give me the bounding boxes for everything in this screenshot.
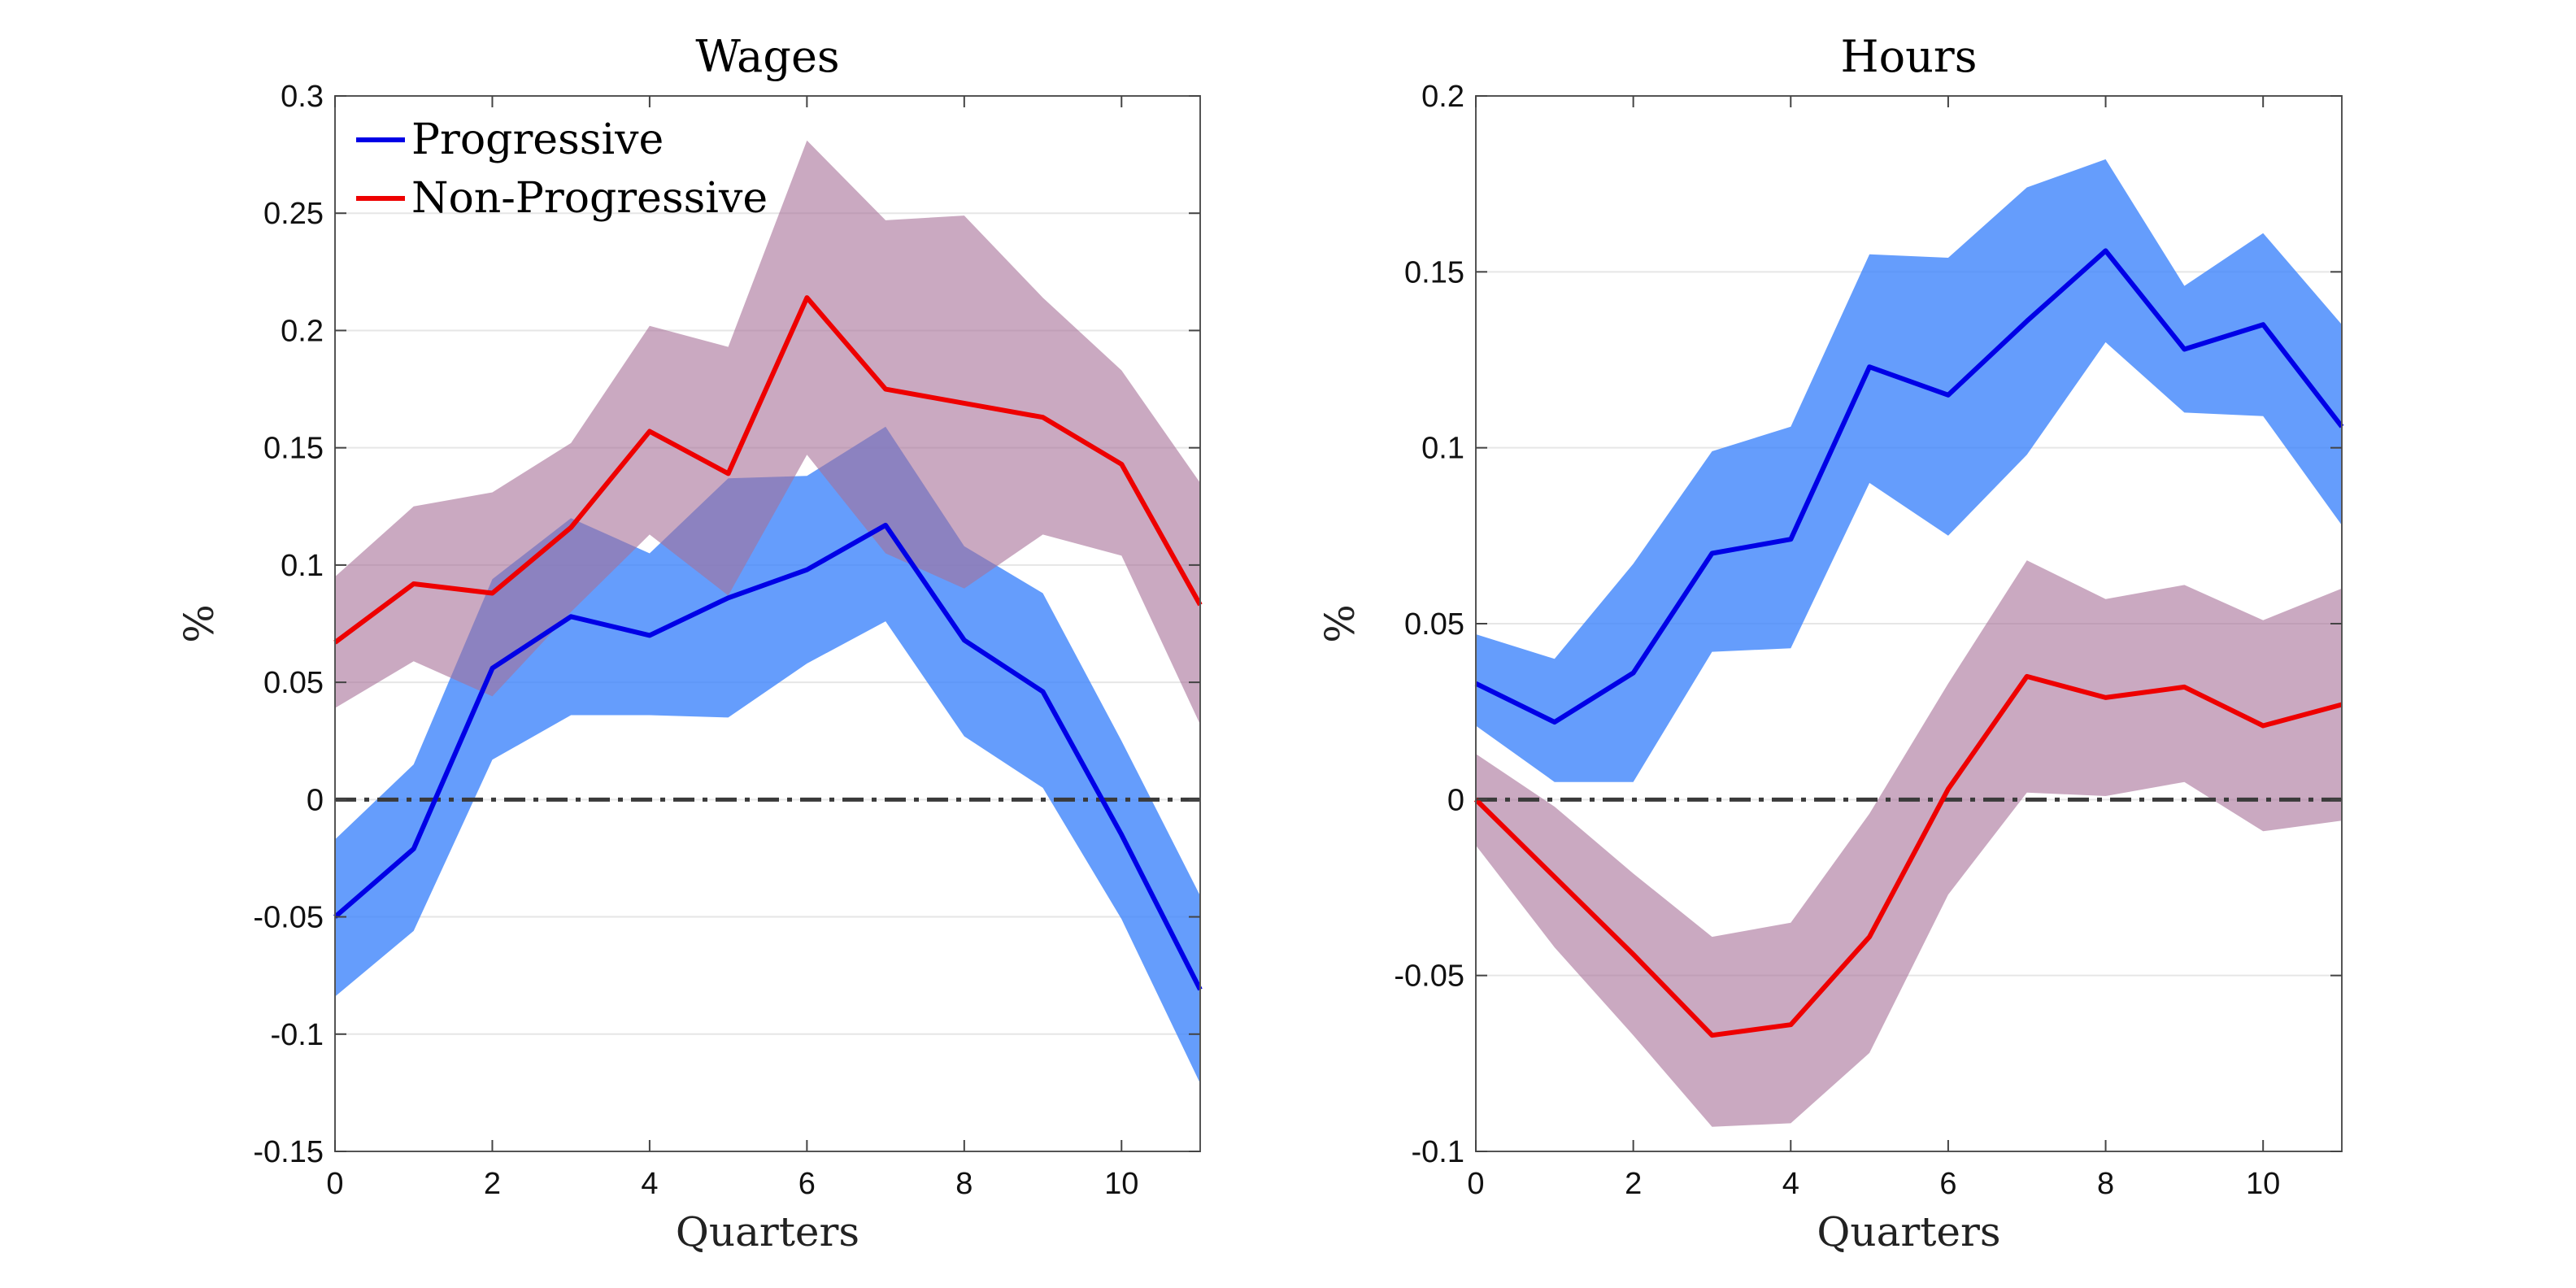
wages-y-tick-label: 0.05 (263, 666, 324, 700)
hours-ticks: 0 2 4 6 8 10 -0.1 -0.05 0 0.05 0.1 0.15 0.2 (1394, 80, 2342, 1201)
hours-y-tick-label: 0.15 (1404, 255, 1464, 289)
hours-x-tick-label: 0 (1467, 1167, 1484, 1201)
wages-title: Wages (695, 31, 839, 82)
wages-panel: 0 2 4 6 8 10 -0.15 -0.1 -0.05 0 0.05 0.1 0.15 0.2 0.25… (176, 31, 1203, 1255)
hours-x-tick-label: 10 (2246, 1167, 2280, 1201)
wages-y-tick-label: 0.3 (281, 80, 324, 114)
wages-y-tick-label: 0.1 (281, 549, 324, 583)
hours-line-non-progressive (1473, 673, 2343, 1038)
hours-y-axis-label: % (1316, 604, 1364, 643)
wages-x-tick-label: 0 (326, 1167, 343, 1201)
wages-confidence-bands (335, 140, 1200, 1084)
wages-legend: Progressive Non-Progressive (356, 115, 768, 223)
hours-y-tick-label: -0.1 (1412, 1135, 1464, 1169)
wages-ticks: 0 2 4 6 8 10 -0.15 -0.1 -0.05 0 0.05 0.1 0.15 0.2 0.25… (253, 80, 1200, 1201)
hours-y-tick-label: 0.05 (1404, 607, 1464, 642)
hours-x-tick-label: 2 (1625, 1167, 1642, 1201)
wages-y-tick-label: -0.1 (271, 1018, 324, 1052)
wages-x-tick-label: 6 (798, 1167, 816, 1201)
wages-y-axis-label: % (176, 604, 223, 643)
wages-x-tick-label: 10 (1104, 1167, 1138, 1201)
wages-band-non-progressive (335, 140, 1200, 725)
hours-y-tick-label: 0 (1447, 783, 1464, 817)
wages-y-tick-label: 0.15 (263, 432, 324, 466)
wages-x-axis-label: Quarters (676, 1208, 859, 1255)
hours-panel: 0 2 4 6 8 10 -0.1 -0.05 0 0.05 0.1 0.15 0.2 Hours Qu… (1316, 31, 2344, 1255)
wages-axes-frame (334, 95, 1201, 1152)
legend-label-non-progressive: Non-Progressive (411, 174, 768, 223)
hours-band-progressive (1476, 159, 2342, 782)
hours-x-tick-label: 8 (2097, 1167, 2114, 1201)
wages-x-tick-label: 4 (641, 1167, 658, 1201)
hours-y-tick-label: -0.05 (1394, 959, 1464, 994)
hours-x-axis-label: Quarters (1817, 1208, 2000, 1255)
wages-line-non-progressive (333, 295, 1203, 645)
wages-x-tick-label: 2 (484, 1167, 501, 1201)
hours-y-tick-label: 0.2 (1421, 80, 1464, 114)
wages-y-tick-label: 0 (307, 783, 324, 817)
hours-confidence-bands (1476, 159, 2342, 1127)
legend-label-progressive: Progressive (411, 115, 664, 164)
hours-line-progressive (1474, 248, 2344, 725)
wages-x-tick-label: 8 (955, 1167, 973, 1201)
wages-y-tick-label: 0.2 (281, 314, 324, 348)
wages-series-lines (333, 295, 1203, 991)
hours-x-tick-label: 6 (1939, 1167, 1956, 1201)
hours-band-non-progressive (1476, 560, 2342, 1127)
wages-y-tick-label: 0.25 (263, 197, 324, 231)
hours-x-tick-label: 4 (1782, 1167, 1799, 1201)
hours-title: Hours (1841, 31, 1978, 82)
hours-y-tick-label: 0.1 (1421, 432, 1464, 466)
wages-line-progressive (333, 522, 1203, 991)
hours-series-lines (1473, 248, 2344, 1038)
wages-y-tick-label: -0.05 (253, 901, 324, 935)
wages-y-tick-label: -0.15 (253, 1135, 324, 1169)
